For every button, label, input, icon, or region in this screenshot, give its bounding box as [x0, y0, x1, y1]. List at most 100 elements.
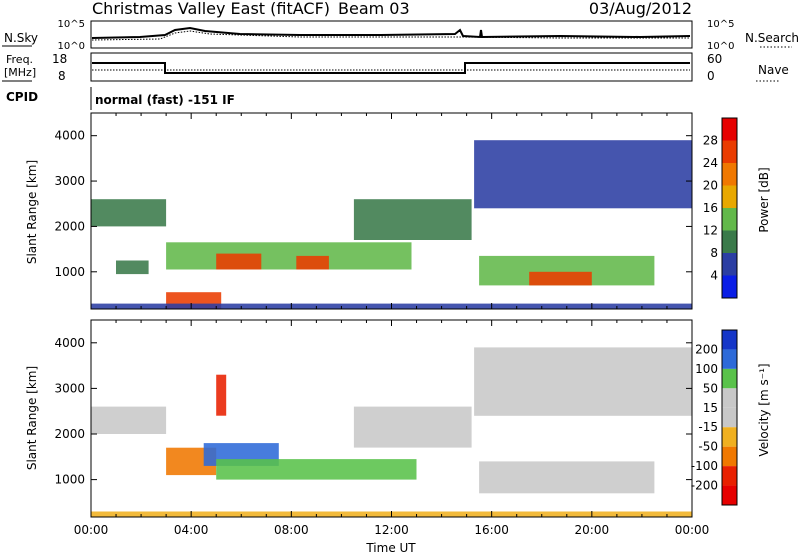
power-axes: 1000 2000 3000 4000	[54, 113, 693, 309]
cpid-label: CPID	[6, 90, 38, 104]
power-colorbar: Power [dB] 4 8 12 16 20 24 28	[703, 117, 771, 299]
power-colorbar-segment	[722, 275, 737, 298]
plot-title: Christmas Valley East (fitACF)	[92, 0, 330, 18]
freq-strip-frame	[90, 52, 693, 82]
power-colorbar-tick: 4	[710, 269, 718, 283]
velocity-panel: 1000 2000 3000 4000 Slant Range [km]	[25, 319, 693, 518]
velocity-colorbar-tick: -100	[691, 459, 718, 473]
velocity-colorbar-tick: -50	[698, 440, 718, 454]
x-tick-label: 08:00	[274, 523, 309, 537]
power-colorbar-segment	[722, 253, 737, 276]
nave-tick-top: 60	[707, 52, 722, 66]
date-label: 03/Aug/2012	[589, 0, 692, 18]
noise-strip-frame	[90, 20, 693, 49]
velocity-colorbar-tick: -200	[691, 479, 718, 493]
velocity-colorbar-segment	[722, 407, 737, 428]
x-tick-label: 00:00	[675, 523, 710, 537]
freq-unit-label: [MHz]	[4, 66, 36, 79]
power-echo-region	[91, 199, 167, 227]
y-tick-label: 4000	[54, 336, 85, 350]
power-colorbar-tick: 20	[703, 179, 718, 193]
y-tick-label: 2000	[54, 219, 85, 233]
velocity-colorbar-segment	[722, 485, 737, 505]
velocity-colorbar-segment	[722, 427, 737, 447]
cpid-text: normal (fast) -151 IF	[95, 93, 235, 107]
noise-tick-right-bottom: 10^0	[707, 41, 734, 52]
x-tick-label: 20:00	[575, 523, 610, 537]
velocity-ylabel: Slant Range [km]	[25, 366, 39, 470]
velocity-echo-region	[216, 459, 417, 480]
power-colorbar-tick: 24	[703, 156, 718, 170]
power-echo-region	[216, 253, 262, 270]
velocity-colorbar-segment	[722, 446, 737, 467]
velocity-echo-region	[474, 347, 692, 416]
nsky-label: N.Sky	[4, 31, 38, 45]
freq-trace	[92, 62, 690, 74]
power-colorbar-segment	[722, 185, 737, 208]
power-ylabel: Slant Range [km]	[25, 160, 39, 264]
velocity-data	[91, 347, 692, 517]
power-colorbar-segment	[722, 230, 737, 253]
power-echo-region	[474, 140, 692, 209]
velocity-colorbar-segment	[722, 349, 737, 369]
y-tick-label: 2000	[54, 427, 85, 441]
velocity-axes: 1000 2000 3000 4000	[54, 320, 693, 517]
power-colorbar-label: Power [dB]	[757, 167, 771, 232]
x-tick-label: 00:00	[74, 523, 109, 537]
noise-tick-right-top: 10^5	[707, 19, 734, 30]
nsearch-trace	[91, 30, 690, 41]
power-colorbar-segment	[722, 140, 737, 163]
x-tick-label: 16:00	[474, 523, 509, 537]
xlabel: Time UT	[365, 541, 416, 554]
power-echo-region	[116, 260, 149, 275]
y-tick-label: 1000	[54, 265, 85, 279]
time-axis: 00:00 04:00 08:00 12:00 16:00 20:00 00:00	[74, 523, 710, 537]
velocity-colorbar-tick: 50	[703, 381, 718, 395]
freq-label: Freq.	[6, 53, 33, 66]
power-colorbar-tick: 12	[703, 224, 718, 238]
velocity-colorbar-segment	[722, 466, 737, 486]
power-data	[91, 140, 692, 309]
power-echo-region	[353, 199, 472, 240]
power-panel: 1000 2000 3000 4000 Slant Range [km]	[25, 112, 693, 310]
power-echo-region	[296, 255, 329, 270]
freq-tick-top: 18	[52, 52, 67, 66]
noise-tick-left-top: 10^5	[58, 19, 85, 30]
power-colorbar-tick: 28	[703, 134, 718, 148]
nave-tick-bottom: 0	[707, 69, 715, 83]
velocity-colorbar-tick: 200	[695, 342, 718, 356]
nsearch-label: N.Search	[745, 31, 799, 45]
power-colorbar-segment	[722, 118, 737, 141]
x-tick-label: 04:00	[174, 523, 209, 537]
velocity-echo-region	[91, 406, 167, 434]
y-tick-label: 3000	[54, 174, 85, 188]
noise-tick-left-bottom: 10^0	[58, 41, 85, 52]
velocity-echo-region	[216, 374, 227, 416]
velocity-colorbar-tick: 100	[695, 362, 718, 376]
velocity-colorbar-segment	[722, 388, 737, 408]
y-tick-label: 3000	[54, 381, 85, 395]
power-colorbar-tick: 16	[703, 201, 718, 215]
y-tick-label: 4000	[54, 129, 85, 143]
velocity-colorbar-label: Velocity [m s⁻¹]	[757, 363, 771, 456]
velocity-colorbar: Velocity [m s⁻¹] 200 100 50 15 -15 -50 -100 -20…	[691, 329, 771, 506]
velocity-colorbar-segment	[722, 330, 737, 350]
velocity-colorbar-segment	[722, 368, 737, 389]
power-colorbar-tick: 8	[710, 246, 718, 260]
nsky-trace	[91, 26, 691, 39]
velocity-colorbar-tick: -15	[698, 420, 718, 434]
power-echo-region	[529, 271, 592, 286]
power-echo-region	[166, 242, 412, 270]
velocity-echo-region	[479, 461, 655, 494]
nave-label: Nave	[758, 63, 789, 77]
power-colorbar-frame	[721, 117, 738, 299]
velocity-colorbar-frame	[721, 329, 738, 506]
y-tick-label: 1000	[54, 473, 85, 487]
velocity-colorbar-tick: 15	[703, 401, 718, 415]
velocity-echo-region	[353, 406, 472, 448]
x-tick-label: 12:00	[374, 523, 409, 537]
freq-tick-bottom: 8	[58, 69, 66, 83]
power-colorbar-segment	[722, 163, 737, 186]
freq-strip: Freq. [MHz] 18 8 60 0 Nave	[2, 52, 789, 83]
